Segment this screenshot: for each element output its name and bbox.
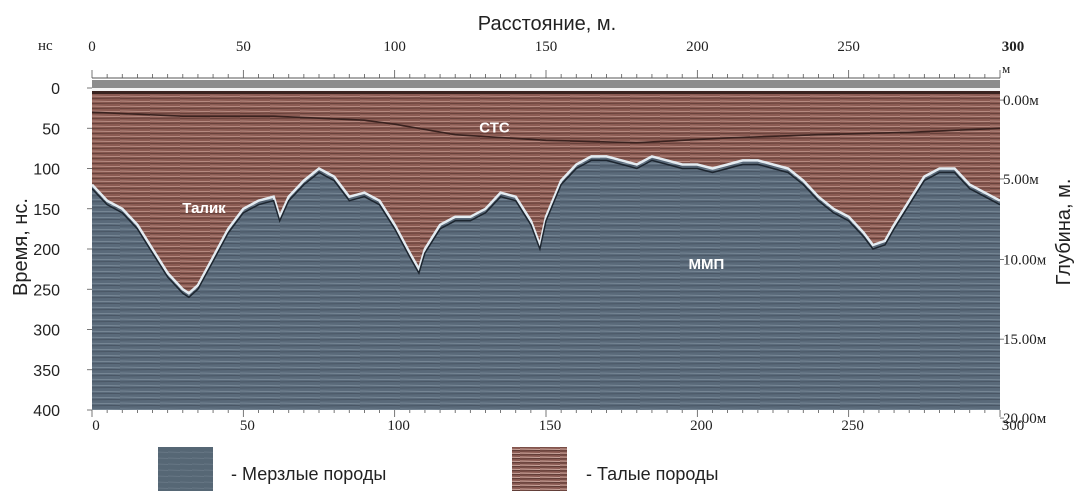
y-tick-label: 200: [33, 242, 60, 259]
y-tick-label: 100: [33, 162, 60, 179]
x-tick-label-bottom: 50: [240, 418, 255, 434]
y2-axis-title: Глубина, м.: [1053, 179, 1075, 286]
permafrost-boundary-shadow: [92, 159, 1000, 299]
x-tick-label-top: 150: [535, 39, 558, 55]
x-tick-label-top: 200: [686, 39, 709, 55]
x-tick-label-top: 100: [383, 39, 406, 55]
radargram-area: [92, 80, 1000, 410]
surface-band-gray: [92, 80, 1000, 88]
x-tick-label-top: 50: [236, 39, 251, 55]
x-tick-label-bottom: 0: [92, 418, 100, 434]
legend-frozen-swatch: [158, 447, 213, 491]
annotations: СТС Талик ММП: [182, 119, 724, 273]
x-tick-label-top: 300: [1002, 39, 1025, 55]
top-right-unit: м: [1002, 61, 1010, 76]
depth-tick-label: 0.00м: [1003, 93, 1039, 109]
legend-frozen-label: - Мерзлые породы: [231, 464, 386, 484]
y-ticks-left: 0 50 100 150 200 250 300 350 400: [33, 81, 92, 420]
annotation-label: ММП: [689, 256, 725, 273]
x-ticks-top: 0 50 100 150 200 250 300: [88, 39, 1025, 79]
y-tick-label: 0: [51, 81, 60, 98]
y-axis-title: Время, нс.: [10, 198, 32, 296]
y-tick-label: 50: [42, 121, 60, 138]
x-tick-label-top: 0: [88, 39, 96, 55]
x-tick-label-bottom: 200: [690, 418, 713, 434]
x-tick-label-bottom: 100: [387, 418, 410, 434]
y-tick-label: 400: [33, 403, 60, 420]
legend-thawed-label: - Талые породы: [586, 464, 718, 484]
x-ticks-bottom: 0 50 100 150 200 250 300: [91, 410, 1025, 434]
surface-band-dark: [92, 91, 1000, 94]
y-tick-label: 250: [33, 282, 60, 299]
depth-tick-label: 5.00м: [1003, 172, 1039, 188]
surface-band-white: [92, 88, 1000, 91]
x-tick-label-bottom: 250: [841, 418, 864, 434]
top-left-unit: нс: [38, 38, 53, 54]
depth-tick-label: 15.00м: [1003, 332, 1047, 348]
legend-thawed-swatch: [512, 447, 567, 491]
thawed-layer: [92, 80, 1000, 294]
sts-boundary-line: [92, 111, 1000, 144]
x-tick-label-bottom: 150: [539, 418, 562, 434]
x-tick-label-top: 250: [837, 39, 860, 55]
permafrost-boundary-line: [92, 155, 1000, 295]
depth-tick-label: 20.00м: [1003, 411, 1047, 427]
y-tick-label: 350: [33, 363, 60, 380]
x-axis-title: Расстояние, м.: [478, 13, 616, 35]
depth-tick-label: 10.00м: [1003, 252, 1047, 268]
annotation-label: СТС: [479, 119, 510, 136]
y-tick-label: 300: [33, 323, 60, 340]
x-tick-label-bottom: 300: [1002, 418, 1025, 434]
depth-ticks-right: 0.00м 5.00м 10.00м 15.00м 20.00м: [1000, 93, 1047, 427]
annotation-label: Талик: [182, 200, 226, 217]
y-tick-label: 150: [33, 202, 60, 219]
